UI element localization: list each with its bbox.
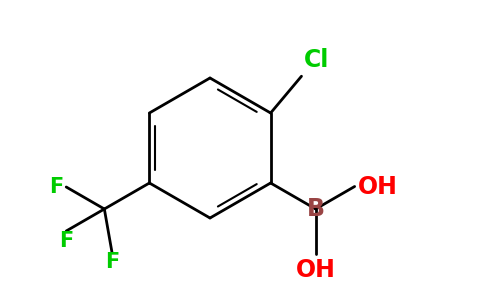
Text: F: F bbox=[105, 252, 119, 272]
Text: F: F bbox=[49, 177, 63, 197]
Text: F: F bbox=[59, 231, 74, 251]
Text: B: B bbox=[307, 197, 325, 221]
Text: OH: OH bbox=[358, 175, 397, 199]
Text: OH: OH bbox=[296, 258, 335, 282]
Text: Cl: Cl bbox=[303, 48, 329, 72]
